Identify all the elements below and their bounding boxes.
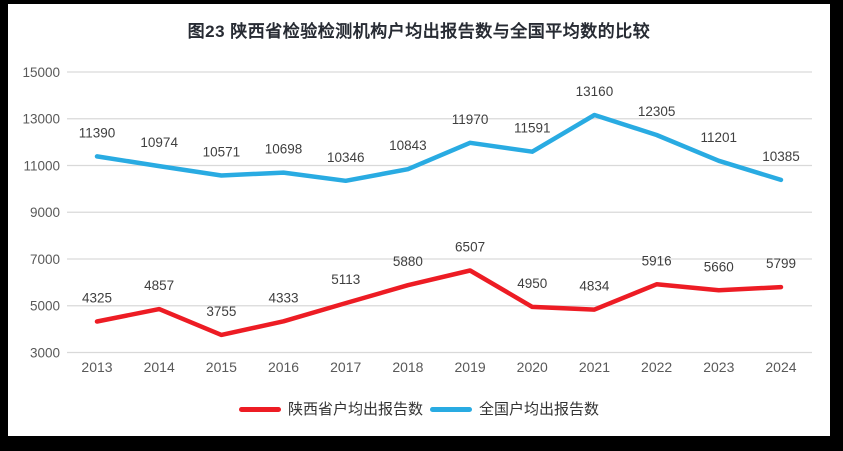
x-tick-label: 2017	[330, 359, 361, 375]
data-label-s1: 13160	[576, 84, 614, 99]
y-tick-label: 5000	[30, 299, 60, 314]
y-tick-label: 11000	[23, 158, 60, 173]
data-label-s1: 12305	[638, 104, 676, 119]
data-label-s0: 4325	[82, 291, 112, 306]
x-tick-label: 2023	[703, 359, 734, 375]
data-label-s0: 3755	[206, 304, 236, 319]
x-tick-label: 2018	[392, 359, 423, 375]
x-tick-label: 2013	[81, 359, 112, 375]
x-tick-label: 2015	[206, 359, 237, 375]
legend-swatch-national	[430, 407, 472, 412]
data-label-s1: 11591	[514, 121, 551, 136]
data-label-s0: 4333	[269, 290, 299, 305]
series-line-0	[94, 268, 784, 338]
x-tick-label: 2016	[268, 359, 299, 375]
legend: 陕西省户均出报告数 全国户均出报告数	[8, 402, 830, 417]
data-label-s1: 10698	[265, 142, 303, 157]
x-tick-label: 2021	[579, 359, 610, 375]
legend-label-shaanxi: 陕西省户均出报告数	[287, 401, 423, 418]
data-label-s0: 5113	[331, 272, 360, 287]
data-label-s1: 11201	[701, 130, 738, 145]
y-tick-label: 9000	[30, 205, 60, 220]
data-label-s0: 4834	[579, 279, 610, 294]
data-label-s1: 10346	[327, 150, 365, 165]
data-label-s1: 11970	[452, 112, 489, 127]
data-label-s0: 5916	[642, 253, 672, 268]
line-chart: 3000 5000 7000 9000 11000 13000 15000 2013 2014 2…	[22, 65, 812, 375]
x-tick-label: 2020	[517, 359, 548, 375]
chart-canvas: 图23 陕西省检验检测机构户均出报告数与全国平均数的比较 3000 5000 700…	[8, 4, 830, 436]
data-label-s0: 5660	[704, 259, 734, 274]
x-tick-label: 2022	[641, 359, 672, 375]
x-tick-label: 2024	[765, 359, 796, 375]
y-tick-label: 13000	[22, 112, 60, 127]
data-label-s1: 10571	[203, 145, 241, 160]
data-label-s0: 4857	[144, 278, 174, 293]
x-tick-label: 2014	[144, 359, 175, 375]
data-label-s1: 11390	[79, 125, 116, 140]
data-label-s0: 5799	[766, 256, 796, 271]
x-tick-label: 2019	[455, 359, 486, 375]
y-tick-label: 3000	[30, 345, 60, 360]
legend-label-national: 全国户均出报告数	[479, 401, 600, 418]
data-label-s0: 4950	[517, 276, 547, 291]
y-tick-label: 15000	[22, 65, 60, 80]
chart-title: 图23 陕西省检验检测机构户均出报告数与全国平均数的比较	[187, 22, 651, 41]
series-line-1	[94, 112, 784, 184]
legend-swatch-shaanxi	[238, 407, 281, 412]
data-label-s0: 6507	[455, 240, 485, 255]
data-label-s0: 5880	[393, 254, 423, 269]
y-tick-label: 7000	[30, 252, 60, 267]
data-label-s1: 10385	[762, 149, 800, 164]
data-label-s1: 10843	[389, 138, 427, 153]
data-label-s1: 10974	[140, 135, 178, 150]
